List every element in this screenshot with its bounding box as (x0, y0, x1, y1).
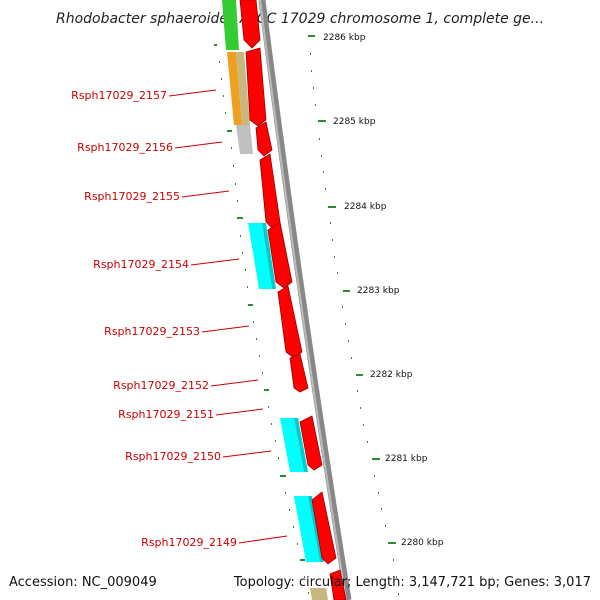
scale-label-2286: 2286 kbp (323, 33, 366, 43)
inner-tick-track (214, 44, 309, 594)
gene-label-2150[interactable]: Rsph17029_2150 (125, 450, 221, 463)
gene-label-2152[interactable]: Rsph17029_2152 (113, 379, 209, 392)
gene-label-2156[interactable]: Rsph17029_2156 (77, 141, 173, 154)
gene-label-2155[interactable]: Rsph17029_2155 (84, 190, 180, 203)
gene-track-gray (236, 125, 253, 154)
gene-label-2153[interactable]: Rsph17029_2153 (104, 325, 200, 338)
gene-track-green (222, 0, 239, 50)
gene-label-lines (168, 89, 288, 544)
gene-track-orange (227, 52, 242, 125)
map-title: Rhodobacter sphaeroides ATCC 17029 chrom… (56, 11, 544, 27)
gene-track-tan-bottom (310, 588, 328, 600)
cds-block-1 (239, 0, 261, 49)
gene-track-cyan-1b (262, 223, 276, 289)
cds-block-5 (267, 221, 293, 289)
scale-label-2285: 2285 kbp (333, 117, 376, 127)
cds-block-8 (299, 415, 323, 471)
cds-block-6 (277, 285, 303, 359)
outer-tick-track (306, 17, 399, 595)
cds-block-4 (259, 153, 281, 229)
scale-label-2283: 2283 kbp (357, 286, 400, 296)
genome-summary-text: Topology: circular; Length: 3,147,721 bp… (233, 575, 591, 590)
scale-label-2281: 2281 kbp (385, 454, 428, 464)
scale-label-2284: 2284 kbp (344, 202, 387, 212)
cds-features (239, 0, 347, 600)
cds-block-2 (245, 47, 267, 127)
gene-label-2151[interactable]: Rsph17029_2151 (118, 408, 214, 421)
cds-block-3 (255, 121, 273, 157)
gene-label-2154[interactable]: Rsph17029_2154 (93, 258, 189, 271)
cds-block-7 (289, 353, 309, 393)
scale-label-2280: 2280 kbp (401, 538, 444, 548)
scale-label-2282: 2282 kbp (370, 370, 413, 380)
cds-block-9 (311, 491, 337, 565)
gene-track-tan (236, 52, 250, 125)
genome-backbone (258, 0, 352, 600)
gene-label-2157[interactable]: Rsph17029_2157 (71, 89, 167, 102)
gene-track-cyan-2 (280, 418, 304, 472)
gene-label-2149[interactable]: Rsph17029_2149 (141, 536, 237, 549)
gene-track-cyan-1 (248, 223, 272, 289)
cds-block-10 (329, 569, 347, 600)
gene-track-cyan-2b (294, 418, 308, 472)
accession-text: Accession: NC_009049 (9, 575, 157, 590)
genome-backbone-highlight (259, 0, 347, 600)
gene-track-cyan-3 (294, 496, 320, 562)
